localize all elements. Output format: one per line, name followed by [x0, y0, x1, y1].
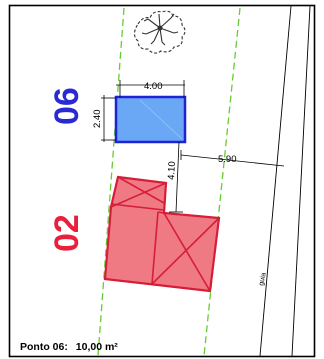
dim-gap-vertical: 4.10	[166, 161, 178, 180]
area-caption: Ponto 06: 10,00 m²	[20, 341, 118, 353]
dim-width-06: 4.00	[144, 81, 163, 92]
lot-boundary-right	[203, 7, 241, 357]
dim-height-06: 2.40	[92, 110, 103, 129]
ponto-06-label: 06	[48, 87, 86, 125]
ponto-06-area	[114, 95, 187, 144]
area-caption-label: Ponto 06:	[20, 341, 68, 353]
street-edge-line	[291, 5, 311, 357]
ponto-02-label: 02	[48, 214, 86, 252]
lot-boundary-left	[97, 7, 125, 357]
ponto-02-area	[103, 175, 221, 293]
street-curb-line	[259, 5, 292, 357]
drawing-frame	[8, 4, 316, 358]
ponto-02-internal-lines	[110, 176, 220, 292]
dim-line-gap-vertical	[175, 141, 180, 213]
ponto-06-hatch	[139, 99, 183, 140]
street-label: guia	[258, 272, 268, 287]
area-caption-value: 10,00 m²	[76, 341, 119, 353]
dim-line-gap-horizontal	[180, 154, 285, 167]
tree-symbol-icon	[133, 10, 186, 54]
dim-gap-horizontal: 5.90	[218, 154, 237, 165]
